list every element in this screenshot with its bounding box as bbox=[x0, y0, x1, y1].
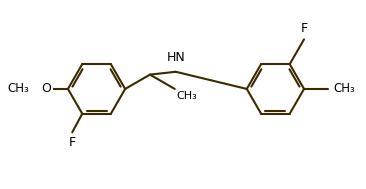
Text: CH₃: CH₃ bbox=[8, 82, 29, 95]
Text: CH₃: CH₃ bbox=[177, 91, 198, 101]
Text: F: F bbox=[69, 136, 76, 149]
Text: CH₃: CH₃ bbox=[333, 82, 355, 95]
Text: HN: HN bbox=[166, 51, 185, 64]
Text: O: O bbox=[41, 82, 51, 95]
Text: F: F bbox=[300, 22, 307, 35]
